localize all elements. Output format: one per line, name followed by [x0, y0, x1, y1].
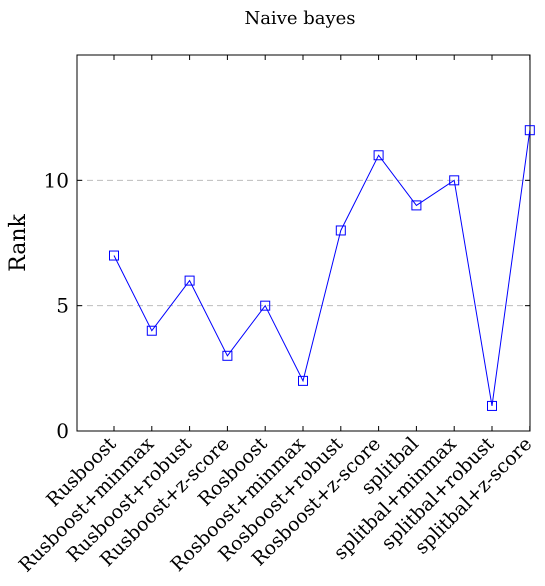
series-line — [113, 130, 531, 407]
chart-title: Naive bayes — [244, 8, 355, 29]
data-point — [109, 250, 119, 261]
plot-area-frame — [76, 54, 531, 432]
y-tick-label: 0 — [56, 419, 69, 443]
data-point — [487, 400, 497, 411]
x-axis: RusboostRusboost+minmaxRusboost+robustRu… — [15, 55, 536, 577]
y-axis-label: Rank — [6, 213, 31, 271]
y-axis: 0 5 10 — [44, 168, 530, 443]
data-point — [222, 350, 233, 361]
y-tick-label: 10 — [44, 168, 69, 192]
data-point — [184, 275, 195, 286]
grid-lines — [77, 179, 530, 307]
data-point — [524, 125, 535, 136]
data-point — [146, 325, 157, 336]
series-group — [109, 125, 535, 411]
data-point — [260, 300, 271, 311]
data-point — [335, 225, 346, 236]
y-tick-label: 5 — [56, 294, 69, 318]
data-point — [411, 200, 422, 211]
data-point — [298, 375, 308, 386]
data-point — [449, 175, 460, 186]
data-point — [373, 150, 384, 161]
